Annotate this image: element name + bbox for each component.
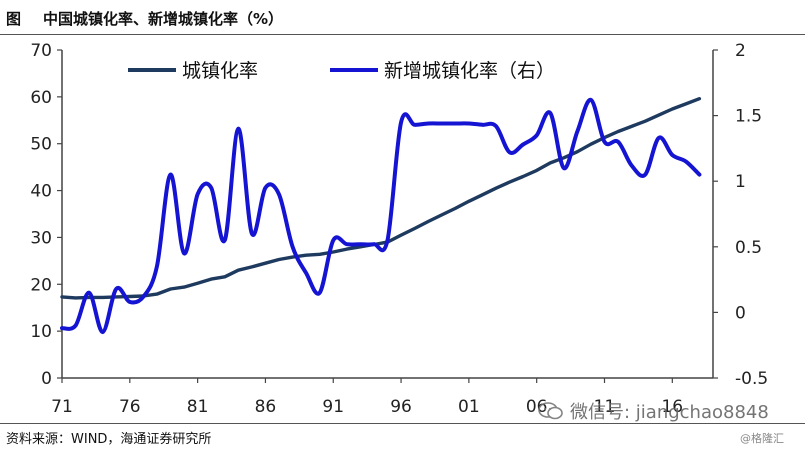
x-tick-label: 71	[51, 397, 73, 417]
right-tick-label: 0	[735, 303, 746, 323]
legend-label-urbanization: 城镇化率	[182, 60, 258, 82]
left-tick-label: 70	[30, 41, 52, 61]
left-tick-label: 20	[30, 275, 52, 295]
watermark-text: 微信号: jiangchao8848	[570, 402, 769, 423]
x-tick-label: 06	[526, 397, 548, 417]
x-tick-label: 96	[390, 397, 412, 417]
x-tick-label: 86	[255, 397, 277, 417]
footer-divider	[0, 423, 805, 424]
right-tick-label: 1.5	[735, 107, 762, 127]
wechat-icon	[538, 402, 563, 420]
series-urbanization-line	[60, 97, 702, 300]
x-tick-label: 11	[594, 397, 616, 417]
x-tick-label: 76	[119, 397, 141, 417]
left-tick-label: 10	[30, 322, 52, 342]
credit-mark: @格隆汇	[740, 432, 784, 445]
right-tick-label: 1	[735, 172, 746, 192]
left-tick-label: 40	[30, 182, 52, 202]
source-note: 资料来源：WIND，海通证券研究所	[6, 432, 212, 447]
right-tick-label: 2	[735, 41, 746, 61]
figure-prefix: 图	[6, 10, 22, 28]
series-new-urbanization-line	[60, 97, 702, 335]
left-tick-label: 50	[30, 135, 52, 155]
legend-label-new-urbanization: 新增城镇化率（右）	[384, 60, 555, 82]
left-tick-label: 0	[41, 369, 52, 389]
x-tick-label: 01	[458, 397, 480, 417]
right-tick-label: 0.5	[735, 238, 762, 258]
watermark: 微信号: jiangchao8848	[538, 398, 769, 424]
figure-title: 中国城镇化率、新增城镇化率（%）	[43, 10, 284, 28]
left-tick-label: 60	[30, 88, 52, 108]
x-tick-label: 16	[661, 397, 683, 417]
left-tick-label: 30	[30, 228, 52, 248]
chart-title: 图 中国城镇化率、新增城镇化率（%）	[6, 8, 283, 29]
x-tick-label: 81	[187, 397, 209, 417]
right-tick-label: -0.5	[735, 369, 768, 389]
title-bar: 图 中国城镇化率、新增城镇化率（%）	[0, 0, 805, 35]
x-tick-label: 91	[322, 397, 344, 417]
